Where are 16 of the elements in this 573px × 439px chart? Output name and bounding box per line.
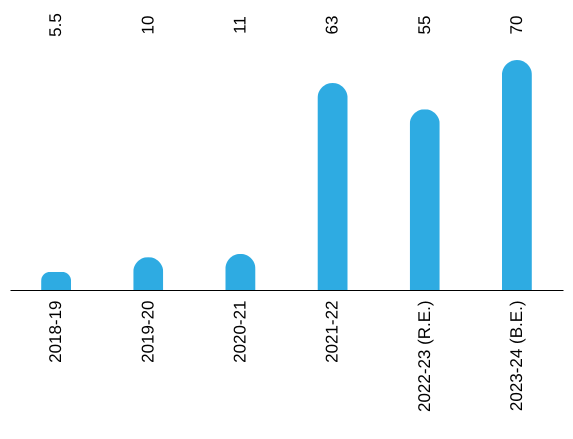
x-tick-label: 2018-19 — [46, 300, 66, 363]
bar — [41, 272, 72, 290]
x-tick-label: 2022-23 (R.E.) — [414, 300, 434, 412]
data-label: 70 — [506, 16, 526, 34]
data-label: 63 — [322, 16, 342, 34]
x-tick-label: 2020-21 — [230, 300, 250, 363]
x-tick-label: 2019-20 — [138, 300, 158, 363]
bar — [318, 83, 348, 290]
x-tick-label: 2021-22 — [322, 300, 342, 363]
bar — [502, 60, 532, 290]
data-label: 5.5 — [46, 13, 66, 37]
data-label: 55 — [414, 16, 434, 34]
x-tick-label: 2023-24 (B.E.) — [506, 300, 526, 412]
bar — [410, 109, 440, 290]
data-label: 10 — [138, 16, 158, 34]
data-label: 11 — [230, 16, 250, 34]
